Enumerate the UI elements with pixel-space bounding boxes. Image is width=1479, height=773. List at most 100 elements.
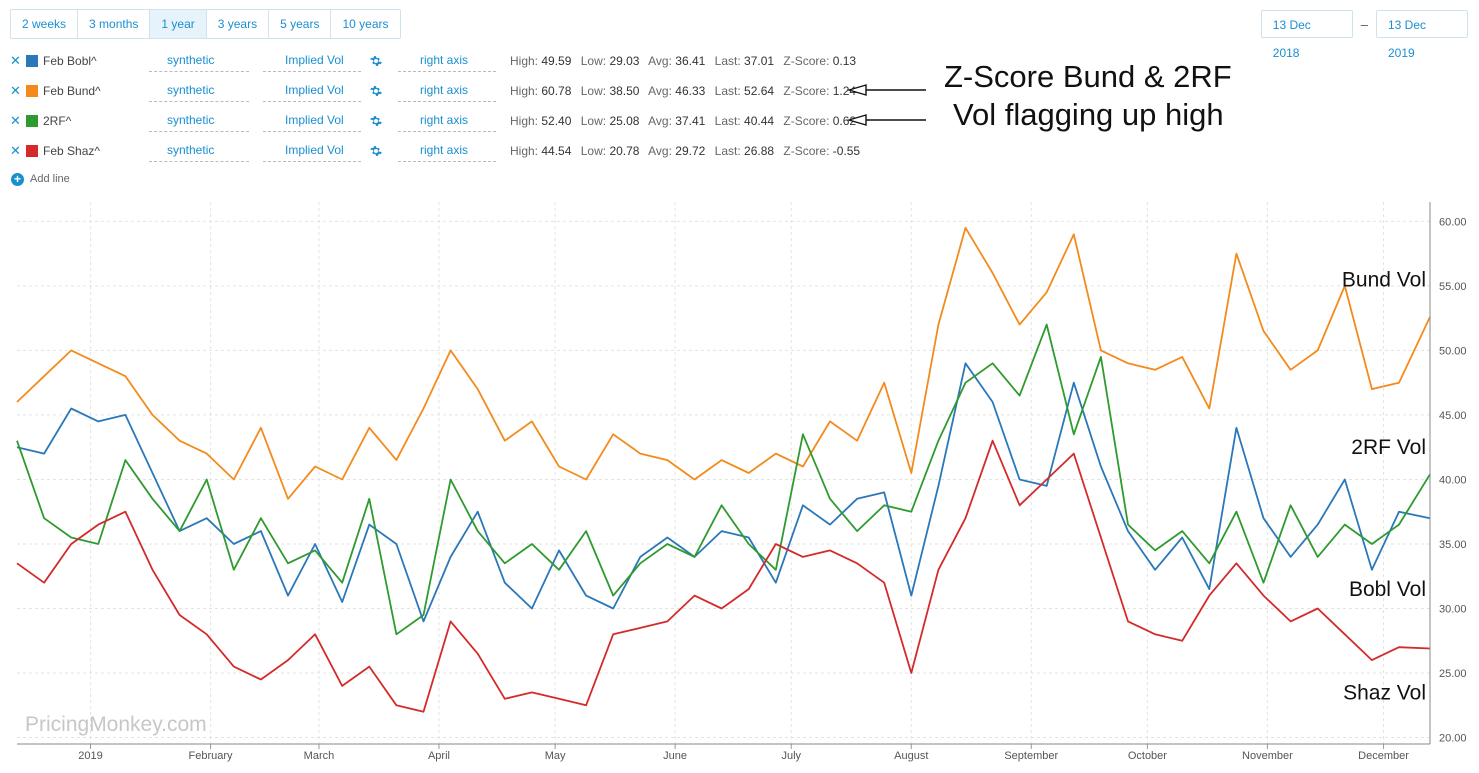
- add-line-button[interactable]: + Add line: [10, 167, 866, 191]
- series-row-shaz: ✕ Feb Shaz^ synthetic Implied Vol right …: [10, 136, 866, 166]
- stat-label-high: High:: [510, 54, 539, 68]
- range-tab-1-year[interactable]: 1 year: [150, 10, 207, 38]
- start-date-input[interactable]: 13 Dec 2018: [1260, 10, 1353, 60]
- series-stats: High: 52.40 Low: 25.08 Avg: 37.41 Last: …: [510, 114, 862, 128]
- stat-last: 40.44: [744, 114, 775, 128]
- y-tick-label: 60.00: [1439, 216, 1467, 228]
- y-tick-label: 50.00: [1439, 345, 1467, 357]
- series-labels: Bund Vol 2RF Vol Bobl Vol Shaz Vol: [1342, 268, 1426, 704]
- x-tick-label: February: [189, 750, 234, 762]
- stat-label-high: High:: [510, 84, 539, 98]
- series-color-swatch[interactable]: [26, 85, 38, 97]
- series-lines: [16, 226, 1431, 713]
- stat-high: 60.78: [541, 84, 572, 98]
- stat-label-avg: Avg:: [648, 84, 672, 98]
- series-color-swatch[interactable]: [26, 115, 38, 127]
- stat-label-avg: Avg:: [648, 54, 672, 68]
- y-tick-label: 30.00: [1439, 604, 1467, 616]
- y-tick-label: 20.00: [1439, 733, 1467, 745]
- stat-label-low: Low:: [580, 114, 607, 128]
- stat-high: 52.40: [541, 114, 572, 128]
- range-tab-3-months[interactable]: 3 months: [78, 10, 151, 38]
- axis-dropdown[interactable]: right axis: [398, 80, 496, 102]
- type-dropdown[interactable]: synthetic: [149, 110, 249, 132]
- stat-low: 29.03: [609, 54, 640, 68]
- end-date-input[interactable]: 13 Dec 2019: [1376, 10, 1468, 60]
- x-tick-label: June: [663, 750, 687, 762]
- remove-icon[interactable]: ✕: [10, 143, 21, 158]
- x-tick-label: August: [894, 750, 928, 762]
- series-row-bund: ✕ Feb Bund^ synthetic Implied Vol right …: [10, 76, 866, 106]
- stat-high: 44.54: [541, 144, 572, 158]
- stat-low: 25.08: [609, 114, 640, 128]
- plus-circle-icon: +: [11, 172, 24, 186]
- x-tick-label: October: [1128, 750, 1167, 762]
- series-label: Bobl Vol: [1349, 578, 1426, 601]
- stat-label-low: Low:: [580, 84, 607, 98]
- stat-last: 26.88: [744, 144, 775, 158]
- type-dropdown[interactable]: synthetic: [149, 50, 249, 72]
- stat-last: 52.64: [744, 84, 775, 98]
- range-tab-10-years[interactable]: 10 years: [342, 17, 389, 31]
- axis-dropdown[interactable]: right axis: [398, 140, 496, 162]
- axes: 20.00 25.00 30.00 35.00 40.00 45.00 50.00 55.00…: [17, 202, 1467, 762]
- series-name: Feb Bund^: [43, 84, 101, 98]
- series-line-2[interactable]: [16, 323, 1431, 636]
- series-line-3[interactable]: [16, 439, 1431, 713]
- y-tick-label: 40.00: [1439, 474, 1467, 486]
- remove-icon[interactable]: ✕: [10, 53, 21, 68]
- series-name: 2RF^: [43, 114, 72, 128]
- date-range: 13 Dec 2018 – 13 Dec 2019: [1260, 10, 1468, 60]
- series-name: Feb Shaz^: [43, 144, 100, 158]
- range-tabs: 2 weeks 3 months 1 year 3 years 5 years …: [10, 9, 401, 39]
- series-line-0[interactable]: [16, 362, 1431, 623]
- stat-high: 49.59: [541, 54, 572, 68]
- stat-zscore: 0.13: [832, 54, 857, 68]
- series-label: Bund Vol: [1342, 268, 1426, 291]
- stat-label-zscore: Z-Score:: [783, 54, 830, 68]
- range-tab-5-years[interactable]: 5 years: [269, 10, 332, 38]
- range-tab-2-weeks[interactable]: 2 weeks: [11, 10, 79, 38]
- source-dropdown[interactable]: Implied Vol: [263, 50, 361, 72]
- axis-dropdown[interactable]: right axis: [398, 50, 496, 72]
- stat-label-avg: Avg:: [648, 144, 672, 158]
- type-dropdown[interactable]: synthetic: [149, 80, 249, 102]
- stat-label-zscore: Z-Score:: [783, 84, 830, 98]
- y-tick-label: 25.00: [1439, 668, 1467, 680]
- watermark: PricingMonkey.com: [25, 713, 207, 736]
- x-tick-label: 2019: [78, 750, 102, 762]
- gear-icon[interactable]: [370, 115, 394, 127]
- source-dropdown[interactable]: Implied Vol: [263, 110, 361, 132]
- gear-icon[interactable]: [370, 145, 394, 157]
- gear-icon[interactable]: [370, 85, 394, 97]
- axis-dropdown[interactable]: right axis: [398, 110, 496, 132]
- stat-zscore: -0.55: [832, 144, 861, 158]
- remove-icon[interactable]: ✕: [10, 83, 21, 98]
- source-dropdown[interactable]: Implied Vol: [263, 80, 361, 102]
- x-tick-label: May: [545, 750, 566, 762]
- stat-label-last: Last:: [714, 54, 741, 68]
- source-dropdown[interactable]: Implied Vol: [263, 140, 361, 162]
- stat-label-last: Last:: [714, 144, 741, 158]
- annotation-text: Z-Score Bund & 2RF Vol flagging up high: [944, 58, 1232, 134]
- stat-label-high: High:: [510, 114, 539, 128]
- stat-low: 20.78: [609, 144, 640, 158]
- range-tab-3-years[interactable]: 3 years: [207, 10, 270, 38]
- add-line-label: Add line: [30, 173, 70, 185]
- series-color-swatch[interactable]: [26, 145, 38, 157]
- series-name: Feb Bobl^: [43, 54, 97, 68]
- gear-icon[interactable]: [370, 55, 394, 67]
- stat-label-last: Last:: [714, 114, 741, 128]
- type-dropdown[interactable]: synthetic: [149, 140, 249, 162]
- series-row-bobl: ✕ Feb Bobl^ synthetic Implied Vol right …: [10, 46, 866, 76]
- series-line-1[interactable]: [16, 226, 1431, 500]
- x-tick-label: March: [304, 750, 335, 762]
- series-color-swatch[interactable]: [26, 55, 38, 67]
- x-tick-label: November: [1242, 750, 1293, 762]
- stat-label-low: Low:: [580, 54, 607, 68]
- remove-icon[interactable]: ✕: [10, 113, 21, 128]
- grid: [17, 202, 1430, 744]
- series-label: Shaz Vol: [1343, 681, 1426, 704]
- x-tick-label: September: [1004, 750, 1058, 762]
